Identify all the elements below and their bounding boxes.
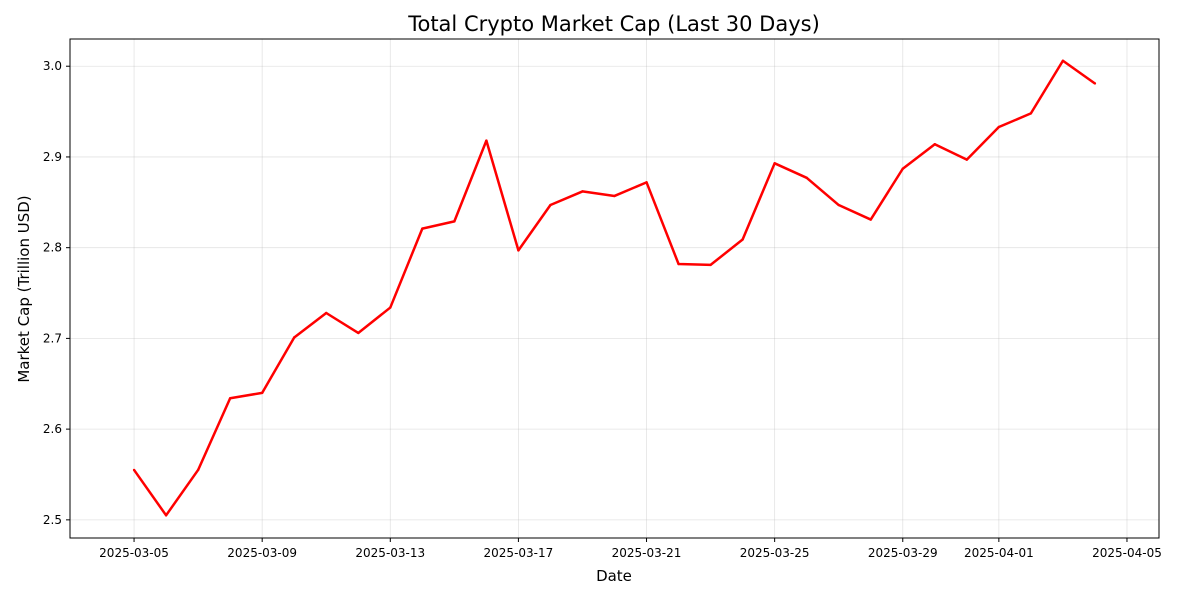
x-axis-label: Date: [596, 567, 632, 585]
data-point: [677, 262, 680, 266]
x-tick-label: 2025-03-05: [99, 546, 169, 560]
data-point: [997, 125, 1001, 129]
y-tick-label: 2.8: [43, 241, 62, 255]
data-point: [1061, 59, 1065, 62]
data-point: [357, 331, 360, 335]
y-tick-label: 2.7: [43, 331, 62, 345]
y-tick-label: 3.0: [43, 59, 62, 73]
data-point: [709, 263, 712, 267]
data-point: [196, 468, 200, 472]
data-point: [837, 203, 840, 207]
data-point: [773, 162, 776, 165]
y-axis-label: Market Cap (Trillion USD): [15, 195, 33, 382]
data-point: [421, 227, 424, 230]
plot-area-frame: [69, 38, 1160, 539]
y-tick-label: 2.5: [43, 513, 62, 527]
data-point: [741, 238, 744, 241]
data-point: [613, 194, 616, 198]
x-tick-label: 2025-03-13: [355, 546, 425, 560]
x-tick-label: 2025-03-17: [484, 546, 554, 560]
chart-title: Total Crypto Market Cap (Last 30 Days): [407, 12, 820, 36]
y-axis-ticks: 2.5 2.6 2.7 2.8 2.9 3.0: [43, 59, 70, 527]
data-point: [1093, 82, 1097, 85]
x-tick-label: 2025-03-09: [227, 546, 297, 560]
x-tick-label: 2025-03-29: [868, 546, 938, 560]
data-point: [965, 158, 969, 161]
series: [132, 59, 1097, 517]
data-point: [293, 336, 296, 339]
data-point: [1029, 112, 1033, 115]
data-point: [325, 311, 328, 315]
data-point: [164, 514, 168, 517]
y-tick-label: 2.6: [43, 422, 62, 436]
x-tick-label: 2025-03-25: [740, 546, 810, 560]
x-tick-label: 2025-04-05: [1092, 546, 1162, 560]
data-point: [485, 139, 488, 142]
data-point: [389, 306, 392, 309]
data-point: [805, 176, 808, 180]
x-tick-label: 2025-04-01: [964, 546, 1034, 560]
data-point: [645, 181, 648, 184]
x-tick-label: 2025-03-21: [612, 546, 682, 560]
data-point: [517, 249, 520, 252]
data-point: [453, 220, 456, 223]
data-point: [260, 391, 264, 395]
x-axis-ticks: 2025-03-05 2025-03-09 2025-03-13 2025-03-17…: [99, 538, 1162, 560]
data-point: [549, 203, 552, 207]
data-point: [901, 167, 904, 170]
data-point: [581, 190, 584, 193]
y-tick-label: 2.9: [43, 150, 62, 164]
series-line: [133, 59, 1096, 517]
data-point: [933, 143, 936, 146]
data-point: [132, 468, 136, 472]
data-point: [869, 218, 872, 221]
data-point: [228, 397, 232, 400]
grid: [70, 39, 1159, 538]
